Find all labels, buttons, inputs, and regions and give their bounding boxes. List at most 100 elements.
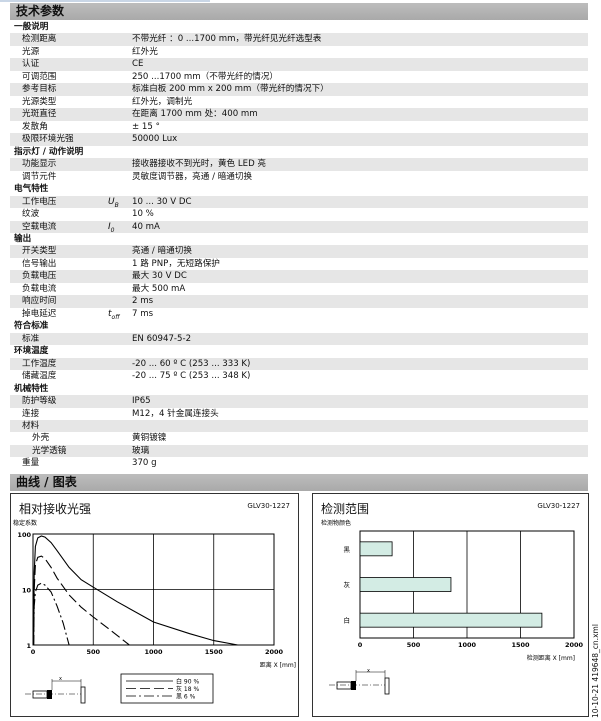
spec-label: 储藏温度 bbox=[22, 371, 57, 382]
spec-row: 响应时间 2 ms bbox=[10, 295, 588, 308]
series-line bbox=[33, 582, 70, 646]
spec-value: 2 ms bbox=[132, 296, 154, 307]
spec-label: 工作温度 bbox=[22, 358, 57, 369]
bar bbox=[359, 541, 393, 557]
legend-label: 黑 6 % bbox=[176, 694, 196, 701]
spec-value: 标准白板 200 mm x 200 mm（带光纤的情况下） bbox=[132, 84, 329, 95]
spec-symbol: I0 bbox=[108, 221, 115, 234]
distance-label: x bbox=[367, 668, 370, 674]
section-header: 电气特性 bbox=[14, 184, 49, 195]
x-axis-label: 检测距离 X [mm] bbox=[527, 654, 575, 662]
spec-value: 1 路 PNP，无短路保护 bbox=[132, 258, 220, 269]
chart-relative-intensity: 相对接收光强 GLV30-1227 稳定系数 0 500 1000 1500 2000 1 1… bbox=[10, 493, 299, 717]
spec-row: 防护等级 IP65 bbox=[10, 395, 588, 408]
spec-row: 光源 红外光 bbox=[10, 46, 588, 58]
x-tick-label: 2000 bbox=[265, 648, 284, 656]
y-axis-label: 检测物颜色 bbox=[321, 519, 351, 527]
spec-row: 连接 M12，4 针金属连接头 bbox=[10, 408, 588, 420]
spec-row: 标准 EN 60947-5-2 bbox=[10, 332, 588, 346]
x-tick-label: 1500 bbox=[205, 648, 224, 656]
spec-label: 认证 bbox=[22, 59, 40, 70]
spec-label: 工作电压 bbox=[22, 196, 57, 207]
spec-value: -20 ... 75 º C (253 ... 348 K) bbox=[132, 371, 251, 382]
spec-label: 参考目标 bbox=[22, 84, 57, 95]
spec-row: 负载电压 最大 30 V DC bbox=[10, 270, 588, 283]
spec-label: 连接 bbox=[22, 408, 40, 419]
spec-label: 掉电延迟 bbox=[22, 308, 57, 319]
spec-value: -20 ... 60 º C (253 ... 333 K) bbox=[132, 358, 251, 369]
chart-detection-range: 检测范围 GLV30-1227 检测物颜色 0 500 1000 1500 2000 黑灰白… bbox=[312, 493, 589, 717]
spec-row: 极限环境光强 50000 Lux bbox=[10, 133, 588, 146]
spec-value: 40 mA bbox=[132, 221, 160, 232]
sensor-lens-icon bbox=[351, 681, 356, 690]
section-header: 符合标准 bbox=[14, 321, 49, 332]
spec-row: 调节元件 灵敏度调节器，亮通 / 暗通切换 bbox=[10, 171, 588, 183]
spec-row: 参考目标 标准白板 200 mm x 200 mm（带光纤的情况下） bbox=[10, 83, 588, 96]
spec-label: 光源 bbox=[22, 46, 40, 57]
spec-value: 亮通 / 暗通切换 bbox=[132, 246, 192, 257]
spec-row: 纹波 10 % bbox=[10, 208, 588, 220]
spec-row: 掉电延迟 toff 7 ms bbox=[10, 308, 588, 321]
spec-label: 调节元件 bbox=[22, 171, 57, 182]
spec-label: 光学透镜 bbox=[32, 445, 67, 456]
spec-value: EN 60947-5-2 bbox=[132, 333, 192, 344]
spec-label: 负载电压 bbox=[22, 271, 57, 282]
distance-label: x bbox=[59, 676, 62, 682]
spec-label: 防护等级 bbox=[22, 396, 57, 407]
spec-row: 发散角 ± 15 ° bbox=[10, 121, 588, 133]
spec-row: 工作电压 UB 10 ... 30 V DC bbox=[10, 195, 588, 208]
spec-row: 工作温度 -20 ... 60 º C (253 ... 333 K) bbox=[10, 357, 588, 371]
x-tick-label: 0 bbox=[31, 648, 36, 656]
section-header: 环境温度 bbox=[14, 346, 49, 357]
spec-label: 标准 bbox=[22, 333, 40, 344]
spec-value: 10 % bbox=[132, 209, 154, 220]
target-icon bbox=[384, 677, 390, 695]
spec-row: 储藏温度 -20 ... 75 º C (253 ... 348 K) bbox=[10, 370, 588, 382]
spec-value: 红外光 bbox=[132, 46, 158, 57]
spec-label: 发散角 bbox=[22, 121, 48, 132]
spec-value: 250 ...1700 mm（不带光纤的情况） bbox=[132, 71, 279, 82]
document-reference: 10-10-21 419648_cn.xml bbox=[591, 624, 600, 718]
spec-value: 接收器接收不到光时，黄色 LED 亮 bbox=[132, 159, 267, 170]
spec-row: 信号输出 1 路 PNP，无短路保护 bbox=[10, 258, 588, 270]
spec-label: 开关类型 bbox=[22, 246, 57, 257]
spec-value: 370 g bbox=[132, 458, 157, 469]
spec-row: 重量 370 g bbox=[10, 457, 588, 469]
section-header: 一般说明 bbox=[14, 22, 49, 32]
section-title-curves: 曲线 / 图表 bbox=[10, 474, 588, 491]
spec-row: 可调范围 250 ...1700 mm（不带光纤的情况） bbox=[10, 71, 588, 83]
chart-model: GLV30-1227 bbox=[537, 502, 580, 510]
x-tick-label: 1500 bbox=[511, 641, 530, 649]
spec-symbol: UB bbox=[108, 196, 119, 209]
spec-row: 认证 CE bbox=[10, 58, 588, 71]
sensor-lens-icon bbox=[47, 690, 52, 699]
spec-label: 纹波 bbox=[22, 209, 40, 220]
chart-model: GLV30-1227 bbox=[247, 502, 290, 510]
y-tick-label: 1 bbox=[26, 642, 31, 650]
spec-value: ± 15 ° bbox=[132, 121, 160, 132]
spec-label: 检测距离 bbox=[22, 34, 57, 45]
spec-row: 光源类型 红外光，调制光 bbox=[10, 96, 588, 108]
section-header: 指示灯 / 动作说明 bbox=[14, 146, 84, 157]
section-header: 输出 bbox=[14, 233, 32, 244]
series-line bbox=[33, 535, 238, 646]
spec-row: 开关类型 亮通 / 暗通切换 bbox=[10, 245, 588, 258]
section-title-specs: 技术参数 bbox=[10, 3, 588, 20]
x-tick-label: 500 bbox=[86, 648, 100, 656]
spec-value: 红外光，调制光 bbox=[132, 96, 193, 107]
category-label: 黑 bbox=[344, 545, 351, 553]
spec-label: 材料 bbox=[22, 421, 40, 431]
sensor-icon bbox=[336, 681, 352, 690]
spec-label: 光斑直径 bbox=[22, 109, 57, 120]
spec-row: 外壳 黄铜镀镍 bbox=[10, 432, 588, 444]
x-tick-label: 1000 bbox=[458, 641, 477, 649]
series-line bbox=[33, 555, 130, 646]
spec-row: 空载电流 I0 40 mA bbox=[10, 220, 588, 233]
chart-title: 检测范围 bbox=[321, 502, 370, 516]
legend-label: 白 90 % bbox=[176, 678, 199, 686]
line-chart: 稳定系数 0 500 1000 1500 2000 1 10 100 距离 X [mm] 白 90 … bbox=[13, 519, 296, 704]
y-tick-label: 100 bbox=[17, 531, 31, 539]
spec-value: 50000 Lux bbox=[132, 134, 178, 145]
spec-symbol: toff bbox=[108, 308, 120, 321]
spec-value: M12，4 针金属连接头 bbox=[132, 408, 219, 419]
